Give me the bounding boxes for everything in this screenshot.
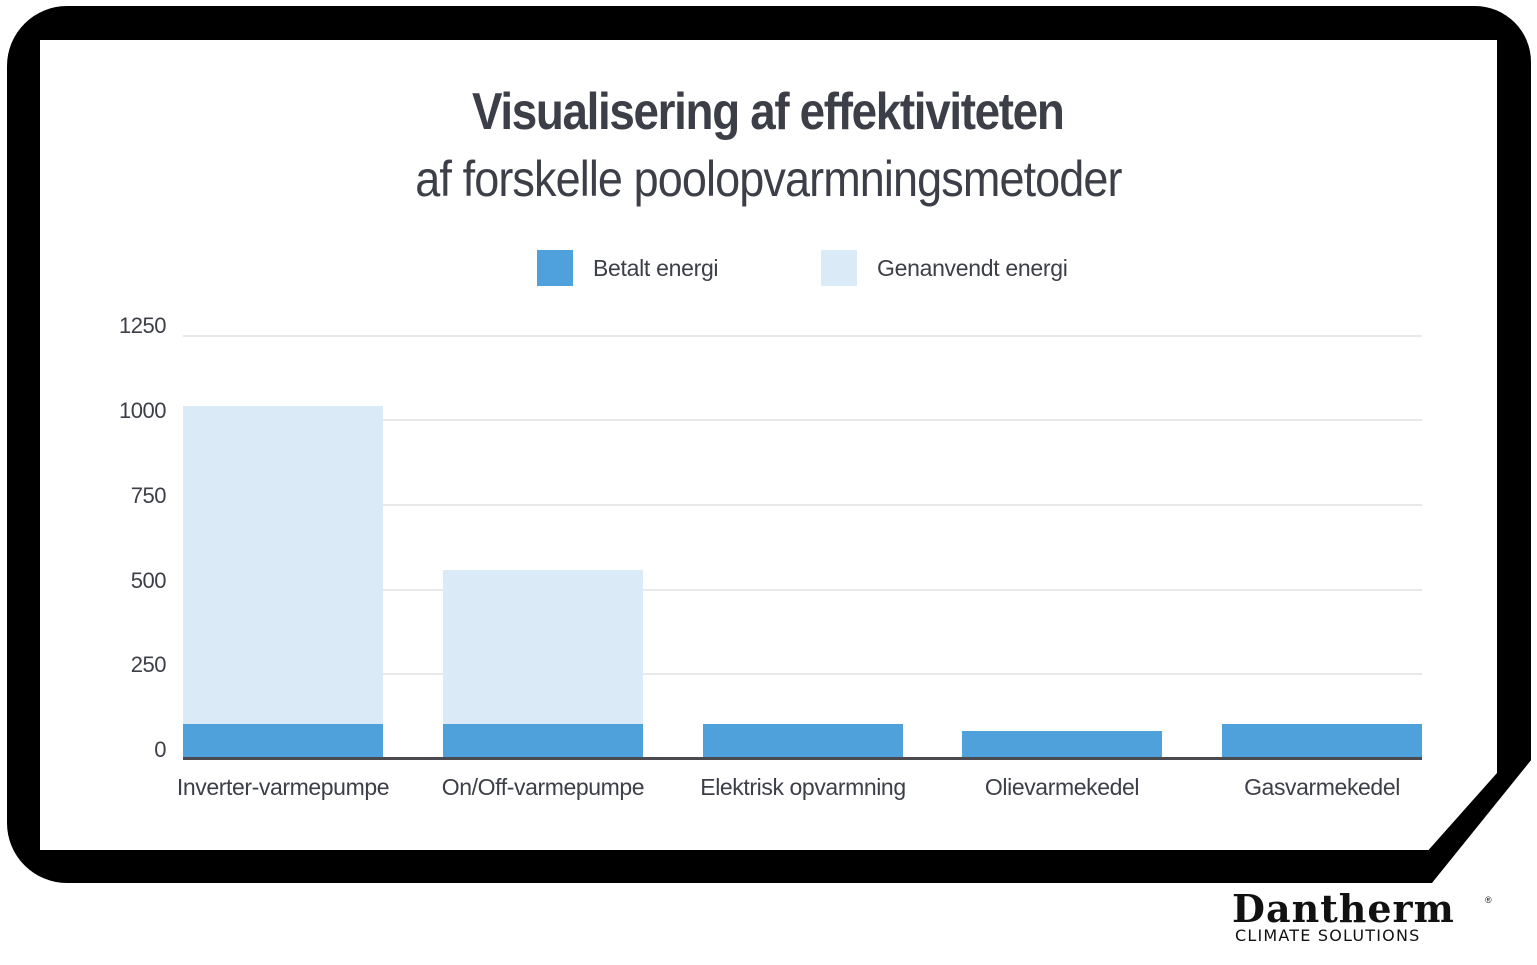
y-tick-250: 250 (130, 652, 167, 677)
x-label-inverter: Inverter-varmepumpe (176, 774, 390, 800)
bar-onoff-paid (443, 724, 643, 758)
bar-inverter-paid (183, 724, 383, 758)
gridline-1250 (183, 335, 1422, 337)
bar-onoff-recycled (443, 570, 643, 724)
dantherm-logo: Dantherm (1232, 886, 1455, 931)
legend-item-recycled-energy: Genanvendt energi (821, 250, 1068, 286)
x-label-gas: Gasvarmekedel (1244, 774, 1400, 800)
gridline-500 (183, 589, 1422, 591)
y-tick-500: 500 (130, 568, 167, 593)
bar-gas-paid (1222, 724, 1422, 758)
legend-swatch-recycled (821, 250, 857, 286)
bar-inverter-recycled (183, 406, 383, 724)
legend-label-recycled: Genanvendt energi (877, 254, 1068, 281)
gridline-750 (183, 504, 1422, 506)
x-label-electric: Elektrisk opvarmning (700, 774, 906, 800)
gridline-1000 (183, 419, 1422, 421)
y-tick-750: 750 (130, 483, 167, 508)
x-label-onoff: On/Off-varmepumpe (441, 774, 645, 800)
x-label-oil: Olievarmekedel (984, 774, 1140, 800)
gridline-250 (183, 673, 1422, 675)
bar-oil-paid (962, 731, 1162, 758)
legend-swatch-paid (537, 250, 573, 286)
legend-item-paid-energy: Betalt energi (537, 250, 719, 286)
y-tick-1000: 1000 (119, 398, 166, 423)
legend-label-paid: Betalt energi (593, 254, 719, 281)
x-axis-line (183, 757, 1422, 760)
bar-electric-paid (703, 724, 903, 758)
chart-subtitle: af forskelle poolopvarmningsmetoder (415, 151, 1122, 207)
y-tick-1250: 1250 (119, 313, 166, 338)
chart-title: Visualisering af effektiviteten (471, 83, 1065, 141)
logo-tagline: CLIMATE SOLUTIONS (1235, 926, 1421, 945)
registered-mark: ® (1485, 895, 1492, 905)
y-tick-0: 0 (154, 737, 166, 762)
